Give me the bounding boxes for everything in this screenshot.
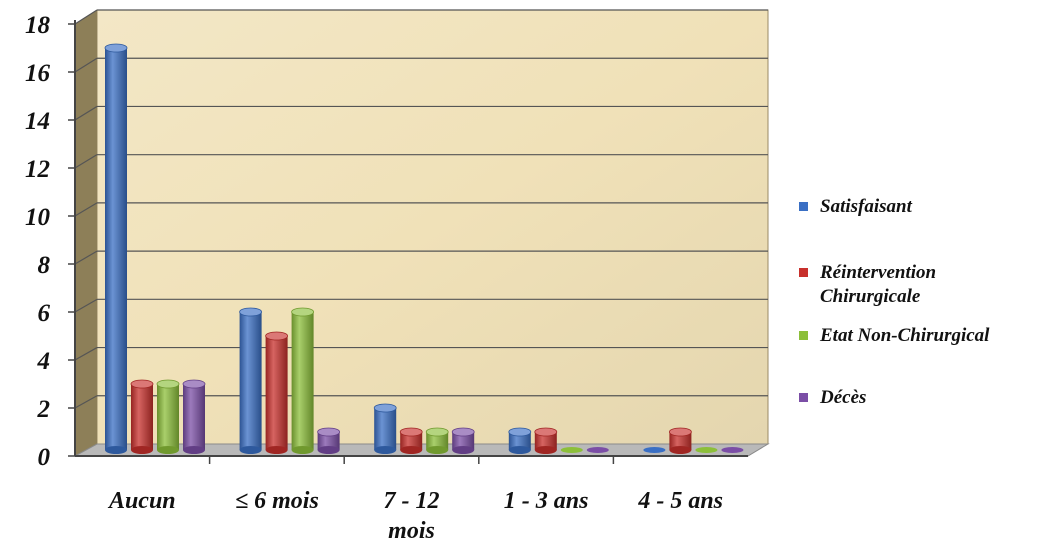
bar-base [534, 446, 557, 454]
bar-top [373, 403, 397, 413]
bar-base [426, 446, 449, 454]
bar-top [508, 427, 532, 437]
bar-top [265, 331, 289, 341]
gridline-side [74, 395, 98, 409]
bar [317, 432, 340, 450]
bar-top [669, 427, 692, 437]
bar [426, 432, 449, 450]
y-tick-label: 16 [25, 60, 51, 87]
bar-top [130, 379, 154, 389]
y-tick-label: 2 [37, 396, 51, 423]
bar-top [425, 427, 449, 437]
bar [183, 384, 205, 450]
bar-flat [560, 447, 583, 453]
gridline-side [74, 105, 98, 121]
gridline-side [74, 154, 98, 169]
legend-swatch [799, 393, 808, 402]
y-tick-label: 12 [25, 156, 50, 183]
bar-flat [586, 447, 609, 453]
bar [105, 48, 127, 450]
bar-base [131, 446, 153, 454]
bar-base [239, 446, 262, 454]
legend-label: Décès [819, 387, 866, 408]
bar-top [239, 307, 263, 317]
bar [534, 432, 557, 450]
y-tick-label: 4 [37, 348, 51, 375]
bar-top [156, 379, 180, 389]
bar-base [400, 446, 423, 454]
bar-top [399, 427, 423, 437]
x-tick-label: ≤ 6 mois [235, 488, 319, 514]
bar [157, 384, 179, 450]
chart-side-wall [75, 10, 97, 456]
x-tick-label: 7 - 12 mois [384, 488, 440, 543]
bar-flat [695, 447, 718, 453]
bar [131, 384, 153, 450]
bar [452, 432, 475, 450]
gridline-side [74, 298, 98, 313]
bar-flat [643, 447, 666, 453]
gridline-side [74, 57, 98, 73]
y-tick-label: 10 [25, 204, 51, 231]
bar [508, 432, 531, 450]
y-tick-label: 8 [38, 252, 51, 279]
bar-base [105, 446, 127, 454]
bar-flat [721, 447, 744, 453]
bar-base [374, 446, 397, 454]
legend-swatch [799, 202, 808, 211]
y-tick-label: 0 [38, 444, 51, 471]
y-tick-label: 14 [25, 108, 50, 135]
gridline-side [74, 9, 98, 25]
bar-top [104, 43, 128, 53]
y-tick-label: 18 [25, 12, 51, 39]
bar [374, 408, 397, 450]
gridline-side [74, 202, 98, 217]
legend-label: Réintervention Chirurgicale [819, 262, 936, 307]
bar-top [182, 379, 206, 389]
bar-base [265, 446, 288, 454]
bar [291, 312, 314, 450]
bar-base [452, 446, 475, 454]
bar-base [317, 446, 340, 454]
chart-back-wall [96, 9, 769, 445]
bar-base [508, 446, 531, 454]
gridline-side [74, 250, 98, 265]
gridline-side [74, 347, 98, 361]
legend-swatch [799, 331, 808, 340]
x-tick-label: 4 - 5 ans [637, 488, 723, 514]
bar-base [183, 446, 205, 454]
x-tick-label: 1 - 3 ans [504, 488, 589, 514]
bar-top [534, 427, 558, 437]
bar-base [291, 446, 314, 454]
bar [265, 336, 288, 450]
bar [239, 312, 262, 450]
bar-base [157, 446, 179, 454]
y-tick-label: 6 [38, 300, 51, 327]
bar-base [669, 446, 692, 454]
x-tick-label: Aucun [107, 488, 176, 514]
legend-label: Satisfaisant [820, 196, 913, 217]
bar [400, 432, 423, 450]
bar-top [317, 427, 341, 437]
bar-top [291, 307, 315, 317]
bar [669, 432, 692, 450]
legend-swatch [799, 268, 808, 277]
bar-top [451, 427, 475, 437]
legend-label: Etat Non-Chirurgical [819, 325, 990, 346]
